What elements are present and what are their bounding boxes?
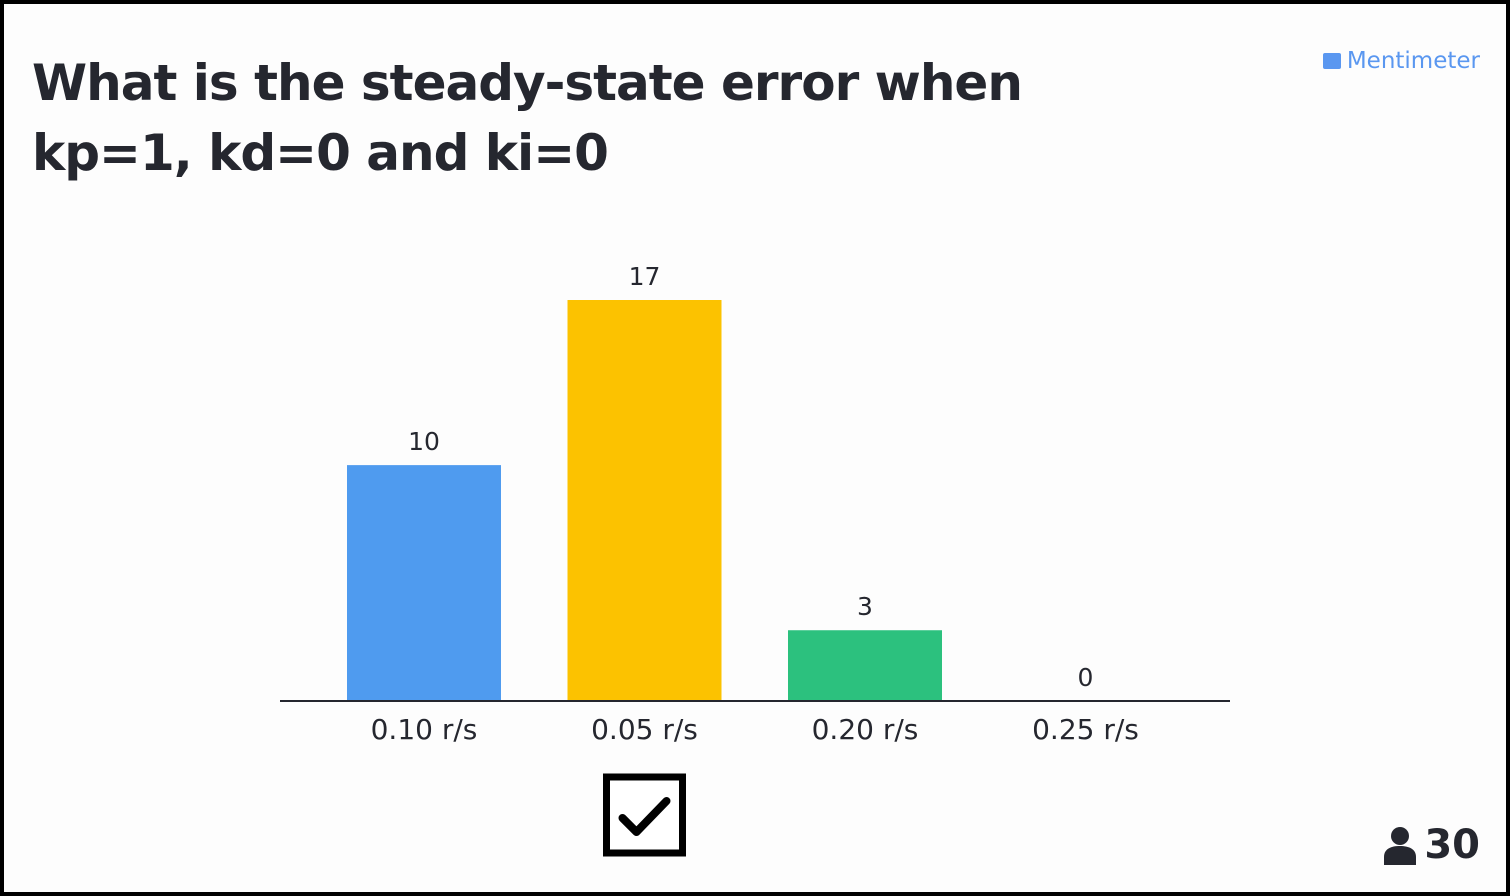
x-tick-label: 0.25 r/s <box>1032 713 1139 746</box>
x-tick-label: 0.10 r/s <box>371 713 478 746</box>
chart: 10 0.10 r/s 17 0.05 r/s 3 0.20 r/s 0 0.25 r/s <box>280 262 1230 857</box>
value-label: 0 <box>1078 663 1094 692</box>
bar <box>788 630 942 701</box>
bar <box>567 300 722 701</box>
value-label: 17 <box>629 262 661 291</box>
value-label: 3 <box>857 592 873 621</box>
brand-logo <box>1322 53 1341 69</box>
value-label: 10 <box>408 427 440 456</box>
correct-box <box>603 773 686 857</box>
chart-title: What is the steady-state error when kp=1… <box>32 54 1023 182</box>
brand: Mentimeter <box>1322 48 1480 74</box>
person-icon <box>1384 827 1417 865</box>
participant-count: 30 <box>1382 822 1480 868</box>
x-tick-label: 0.05 r/s <box>591 713 698 746</box>
x-tick-label: 0.20 r/s <box>812 713 919 746</box>
check-mark <box>618 797 671 836</box>
participant-number: 30 <box>1424 822 1480 868</box>
bar <box>347 465 501 701</box>
brand-name: Mentimeter <box>1346 48 1480 74</box>
